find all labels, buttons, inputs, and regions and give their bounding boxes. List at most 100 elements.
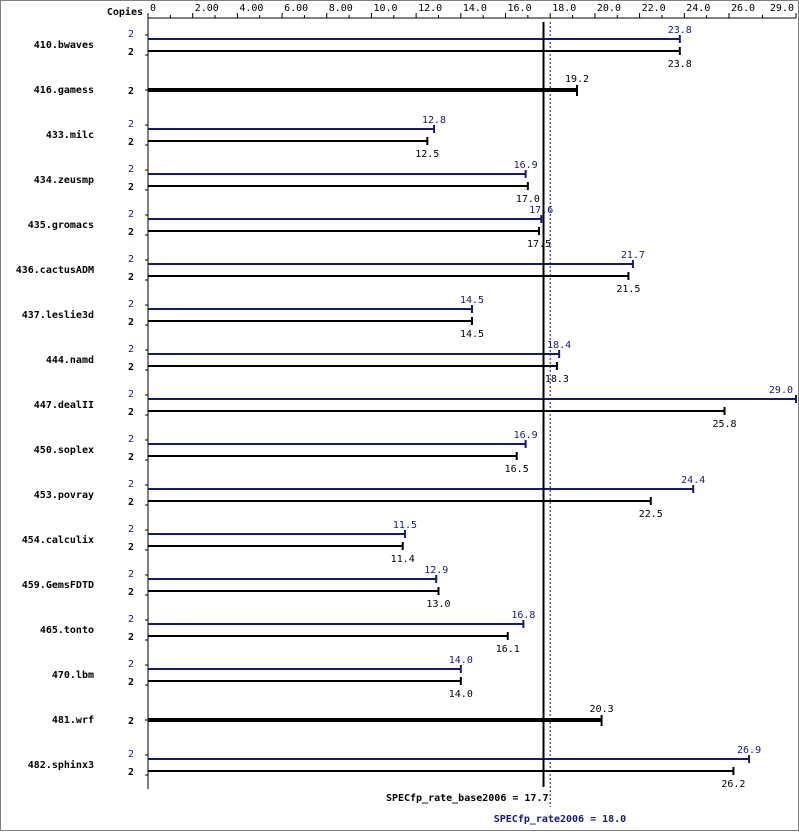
base-value-label: 25.8 <box>712 419 736 430</box>
benchmark-row: 465.tonto 2 2 16.8 16.1 <box>40 610 536 655</box>
x-tick-label: 22.0 <box>642 3 666 14</box>
x-tick-label: 4.00 <box>239 3 263 14</box>
base-copies-label: 2 <box>128 317 134 328</box>
base-value-label: 17.0 <box>516 194 540 205</box>
benchmark-name: 410.bwaves <box>34 40 94 51</box>
peak-copies-label: 2 <box>128 29 134 40</box>
peak-value-label: 16.8 <box>511 610 535 621</box>
benchmark-row: 416.gamess 2 19.2 <box>34 74 589 97</box>
base-copies-label: 2 <box>128 767 134 778</box>
base-copies-label: 2 <box>128 632 134 643</box>
peak-copies-label: 2 <box>128 299 134 310</box>
base-copies-label: 2 <box>128 677 134 688</box>
benchmark-name: 459.GemsFDTD <box>22 580 94 591</box>
peak-value-label: 11.5 <box>393 520 417 531</box>
benchmark-name: 470.lbm <box>52 670 94 681</box>
peak-reference-label: SPECfp_rate2006 = 18.0 <box>494 814 626 825</box>
benchmark-row: 433.milc 2 2 12.8 12.5 <box>46 115 446 160</box>
base-value-label: 17.5 <box>527 239 551 250</box>
x-axis: 0 2.00 4.00 6.00 8.00 10.0 12.0 14.0 16.0 18.0 20.… <box>147 3 797 789</box>
base-value-label: 16.5 <box>505 464 529 475</box>
copies-label: 2 <box>128 86 134 97</box>
x-tick-label: 24.0 <box>686 3 710 14</box>
benchmark-row: 435.gromacs 2 2 17.6 17.5 <box>28 205 554 250</box>
benchmark-name: 434.zeusmp <box>34 175 94 186</box>
peak-copies-label: 2 <box>128 614 134 625</box>
peak-value-label: 16.9 <box>514 160 538 171</box>
base-copies-label: 2 <box>128 227 134 238</box>
benchmark-row: 459.GemsFDTD 2 2 12.9 13.0 <box>22 565 451 610</box>
x-tick-label: 12.0 <box>418 3 442 14</box>
x-tick-label: 14.0 <box>463 3 487 14</box>
benchmark-row: 482.sphinx3 2 2 26.9 26.2 <box>28 745 761 790</box>
base-value-label: 18.3 <box>545 374 569 385</box>
base-value-label: 12.5 <box>415 149 439 160</box>
benchmark-row: 436.cactusADM 2 2 21.7 21.5 <box>16 250 645 295</box>
benchmark-name: 447.dealII <box>34 400 94 411</box>
base-copies-label: 2 <box>128 137 134 148</box>
peak-copies-label: 2 <box>128 434 134 445</box>
x-tick-label: 29.0 <box>770 3 794 14</box>
peak-value-label: 21.7 <box>621 250 645 261</box>
peak-value-label: 26.9 <box>737 745 761 756</box>
peak-value-label: 12.8 <box>422 115 446 126</box>
x-tick-label: 6.00 <box>284 3 308 14</box>
benchmark-name: 450.soplex <box>34 445 94 456</box>
peak-value-label: 14.0 <box>449 655 473 666</box>
peak-value-label: 12.9 <box>424 565 448 576</box>
benchmark-name: 465.tonto <box>40 625 94 636</box>
benchmark-row: 453.povray 2 2 24.4 22.5 <box>34 475 705 520</box>
benchmark-name: 435.gromacs <box>28 220 94 231</box>
base-value-label: 14.0 <box>449 689 473 700</box>
x-tick-label: 16.0 <box>508 3 532 14</box>
peak-value-label: 23.8 <box>668 25 692 36</box>
x-tick-label: 26.0 <box>731 3 755 14</box>
peak-copies-label: 2 <box>128 389 134 400</box>
x-tick-label: 10.0 <box>373 3 397 14</box>
peak-value-label: 29.0 <box>769 385 793 396</box>
peak-copies-label: 2 <box>128 479 134 490</box>
combined-value-label: 19.2 <box>565 74 589 85</box>
peak-value-label: 14.5 <box>460 295 484 306</box>
base-value-label: 21.5 <box>616 284 640 295</box>
combined-value-label: 20.3 <box>590 704 614 715</box>
base-copies-label: 2 <box>128 407 134 418</box>
base-reference-label: SPECfp_rate_base2006 = 17.7 <box>386 793 549 804</box>
peak-value-label: 17.6 <box>529 205 553 216</box>
benchmark-name: 481.wrf <box>52 715 94 726</box>
benchmark-name: 416.gamess <box>34 85 94 96</box>
peak-copies-label: 2 <box>128 119 134 130</box>
peak-copies-label: 2 <box>128 524 134 535</box>
base-value-label: 13.0 <box>426 599 450 610</box>
base-value-label: 23.8 <box>668 59 692 70</box>
x-tick-label: 2.00 <box>195 3 219 14</box>
peak-value-label: 24.4 <box>681 475 705 486</box>
benchmark-row: 410.bwaves 2 2 23.8 23.8 <box>34 25 692 70</box>
peak-value-label: 18.4 <box>547 340 571 351</box>
base-value-label: 11.4 <box>391 554 415 565</box>
benchmark-name: 454.calculix <box>22 534 94 546</box>
copies-label: 2 <box>128 716 134 727</box>
copies-header: Copies <box>107 6 143 18</box>
peak-copies-label: 2 <box>128 749 134 760</box>
base-copies-label: 2 <box>128 182 134 193</box>
benchmark-name: 453.povray <box>34 490 94 501</box>
base-copies-label: 2 <box>128 587 134 598</box>
peak-copies-label: 2 <box>128 254 134 265</box>
base-copies-label: 2 <box>128 272 134 283</box>
peak-copies-label: 2 <box>128 164 134 175</box>
benchmark-row: 437.leslie3d 2 2 14.5 14.5 <box>22 295 484 340</box>
base-copies-label: 2 <box>128 362 134 373</box>
benchmark-row: 454.calculix 2 2 11.5 11.4 <box>22 520 417 565</box>
benchmark-row: 450.soplex 2 2 16.9 16.5 <box>34 430 538 475</box>
base-value-label: 22.5 <box>639 509 663 520</box>
benchmark-name: 444.namd <box>46 355 94 366</box>
benchmark-row: 481.wrf 2 20.3 <box>52 704 614 727</box>
peak-value-label: 16.9 <box>514 430 538 441</box>
benchmark-rows: 410.bwaves 2 2 23.8 23.8 416.gamess 2 19.2 433.m… <box>16 25 797 790</box>
benchmark-row: 434.zeusmp 2 2 16.9 17.0 <box>34 160 540 205</box>
x-tick-label: 18.0 <box>552 3 576 14</box>
benchmark-row: 470.lbm 2 2 14.0 14.0 <box>52 655 473 700</box>
